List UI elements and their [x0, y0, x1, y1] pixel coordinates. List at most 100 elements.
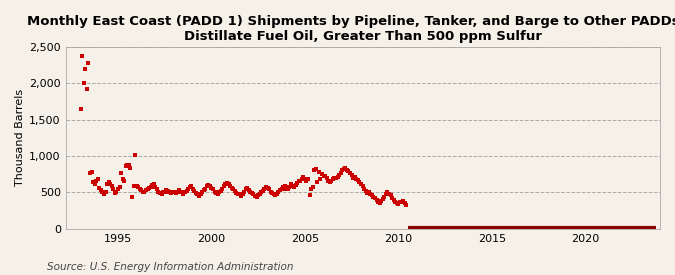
- Point: [131, 183, 142, 188]
- Point: [279, 184, 290, 189]
- Point: [142, 187, 153, 192]
- Point: [254, 192, 265, 196]
- Point: [223, 182, 234, 186]
- Point: [265, 189, 276, 194]
- Point: [317, 172, 327, 176]
- Point: [325, 180, 335, 184]
- Point: [140, 188, 151, 192]
- Point: [310, 167, 321, 171]
- Point: [261, 185, 271, 189]
- Point: [231, 191, 242, 195]
- Point: [219, 184, 230, 189]
- Point: [394, 200, 405, 205]
- Point: [358, 186, 369, 191]
- Point: [292, 181, 302, 185]
- Point: [156, 192, 167, 197]
- Point: [277, 185, 288, 189]
- Point: [321, 176, 332, 181]
- Point: [290, 183, 301, 187]
- Point: [236, 194, 246, 198]
- Point: [220, 182, 231, 186]
- Point: [298, 175, 308, 179]
- Point: [302, 177, 313, 182]
- Point: [390, 200, 401, 204]
- Point: [198, 188, 209, 192]
- Point: [138, 189, 148, 194]
- Point: [108, 187, 119, 192]
- Point: [337, 168, 348, 173]
- Point: [329, 175, 340, 180]
- Point: [382, 190, 393, 194]
- Point: [246, 191, 257, 195]
- Title: Monthly East Coast (PADD 1) Shipments by Pipeline, Tanker, and Barge to Other PA: Monthly East Coast (PADD 1) Shipments by…: [26, 15, 675, 43]
- Point: [312, 180, 323, 184]
- Point: [242, 186, 252, 190]
- Point: [184, 185, 195, 189]
- Point: [164, 190, 175, 194]
- Point: [109, 191, 120, 195]
- Point: [348, 175, 358, 180]
- Point: [215, 189, 226, 193]
- Point: [385, 193, 396, 197]
- Point: [107, 183, 117, 188]
- Point: [300, 177, 310, 182]
- Point: [333, 173, 344, 177]
- Point: [155, 191, 165, 195]
- Point: [315, 177, 326, 182]
- Point: [209, 189, 220, 194]
- Point: [342, 168, 352, 173]
- Point: [273, 190, 284, 194]
- Point: [192, 192, 202, 197]
- Point: [145, 185, 156, 189]
- Point: [356, 182, 367, 186]
- Point: [301, 179, 312, 184]
- Point: [350, 175, 360, 179]
- Point: [102, 182, 113, 186]
- Point: [214, 190, 225, 194]
- Point: [340, 165, 351, 170]
- Point: [75, 107, 86, 112]
- Point: [94, 186, 105, 190]
- Point: [296, 177, 307, 182]
- Point: [99, 192, 109, 196]
- Point: [354, 180, 364, 184]
- Point: [335, 171, 346, 176]
- Point: [370, 196, 381, 200]
- Point: [269, 192, 279, 197]
- Point: [304, 193, 315, 197]
- Point: [326, 178, 337, 183]
- Point: [396, 200, 407, 204]
- Point: [250, 194, 261, 198]
- Point: [139, 190, 150, 194]
- Point: [150, 185, 161, 189]
- Point: [190, 191, 201, 195]
- Point: [360, 189, 371, 193]
- Point: [119, 179, 130, 184]
- Point: [195, 192, 206, 197]
- Point: [252, 193, 263, 197]
- Point: [338, 167, 349, 171]
- Point: [84, 171, 95, 176]
- Point: [125, 165, 136, 170]
- Point: [188, 186, 198, 191]
- Point: [230, 189, 240, 193]
- Point: [398, 199, 408, 203]
- Point: [144, 186, 155, 190]
- Point: [357, 184, 368, 189]
- Point: [284, 185, 295, 189]
- Point: [371, 198, 382, 202]
- Point: [127, 195, 138, 200]
- Point: [173, 188, 184, 192]
- Point: [83, 61, 94, 65]
- Point: [367, 193, 377, 197]
- Point: [88, 180, 99, 184]
- Point: [239, 189, 250, 194]
- Point: [289, 185, 300, 189]
- Point: [240, 187, 251, 192]
- Point: [287, 183, 298, 188]
- Point: [346, 173, 357, 177]
- Point: [103, 180, 114, 184]
- Point: [399, 201, 410, 205]
- Point: [368, 195, 379, 200]
- Point: [181, 189, 192, 193]
